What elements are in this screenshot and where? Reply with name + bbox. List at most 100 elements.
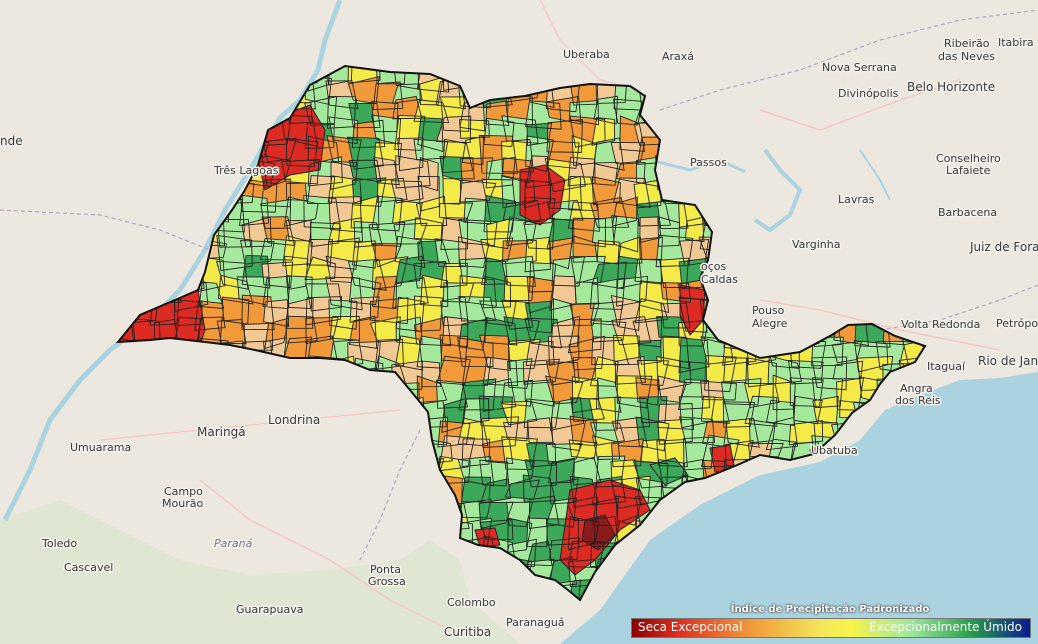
municipality-border xyxy=(325,276,363,311)
municipality[interactable] xyxy=(685,217,704,242)
municipality[interactable] xyxy=(460,157,493,184)
furnas-lake xyxy=(753,148,803,233)
municipality[interactable] xyxy=(572,235,598,263)
municipality-border xyxy=(526,540,553,567)
label-tres-lagoas: Três Lagoas xyxy=(213,164,279,177)
municipality[interactable] xyxy=(526,341,555,366)
municipality-border xyxy=(503,275,535,301)
municipality-border xyxy=(457,417,489,447)
municipality[interactable] xyxy=(442,175,463,205)
municipality-border xyxy=(614,355,646,385)
label-volta-redonda: Volta Redonda xyxy=(901,318,980,331)
municipality-border xyxy=(679,239,710,267)
municipality[interactable] xyxy=(504,276,534,301)
municipality-border xyxy=(615,495,643,526)
municipality-border xyxy=(683,436,714,471)
municipality-border xyxy=(458,236,490,268)
label-belo-horizonte: Belo Horizonte xyxy=(907,80,995,94)
municipality[interactable] xyxy=(592,176,621,205)
municipality[interactable] xyxy=(286,183,307,201)
municipality-border xyxy=(461,356,492,387)
municipality-border xyxy=(678,416,716,444)
state-border-ms xyxy=(0,209,211,251)
municipality[interactable] xyxy=(701,396,730,424)
municipality-border xyxy=(327,175,363,205)
municipality[interactable] xyxy=(723,357,747,383)
municipality[interactable] xyxy=(618,236,642,264)
municipality-border xyxy=(812,377,844,409)
municipality[interactable] xyxy=(639,237,663,260)
municipality-border xyxy=(526,122,553,147)
municipality-border xyxy=(633,179,662,209)
municipality-border xyxy=(639,396,668,424)
municipality-border xyxy=(328,116,359,145)
municipality-border xyxy=(572,357,596,384)
municipality[interactable] xyxy=(413,139,448,160)
municipality[interactable] xyxy=(463,198,491,224)
municipality-border xyxy=(506,216,537,246)
municipality[interactable] xyxy=(657,375,687,403)
municipality-border xyxy=(566,496,598,521)
municipality-border xyxy=(391,83,423,104)
municipality-border xyxy=(413,138,449,161)
municipality-border xyxy=(787,359,824,385)
municipality-border xyxy=(811,336,844,367)
municipality[interactable] xyxy=(679,361,707,384)
municipality-border xyxy=(392,95,423,120)
municipality[interactable] xyxy=(286,220,312,241)
municipality-border xyxy=(459,274,497,307)
label-itaguai: Itaguaí xyxy=(927,360,966,373)
municipality-border xyxy=(285,275,313,310)
municipality-border xyxy=(552,298,574,327)
municipality-border xyxy=(611,316,652,346)
municipality-border xyxy=(416,375,448,406)
municipality[interactable] xyxy=(527,417,554,443)
municipality-border xyxy=(593,137,625,171)
legend: Índice de Precipitação Padronizado Seca … xyxy=(628,604,1032,638)
municipality[interactable] xyxy=(435,238,467,267)
municipality-border xyxy=(417,117,444,153)
municipality-border xyxy=(567,318,602,354)
municipality[interactable] xyxy=(548,458,575,483)
municipality[interactable] xyxy=(613,335,640,365)
municipality-border xyxy=(525,155,550,189)
municipality[interactable] xyxy=(633,317,662,347)
municipality-border xyxy=(241,255,271,289)
municipality[interactable] xyxy=(656,316,686,338)
municipality-border xyxy=(545,361,580,386)
municipality[interactable] xyxy=(527,541,553,566)
municipality-border xyxy=(421,360,441,388)
municipality-border xyxy=(548,457,575,484)
municipality-border xyxy=(417,157,439,192)
municipality-border xyxy=(437,420,471,448)
label-ribeirao-das-neves-1: Ribeirão xyxy=(944,37,990,50)
municipality-border xyxy=(502,421,529,442)
municipality-border xyxy=(613,334,640,366)
municipality-border xyxy=(547,199,584,221)
label-divinopolis: Divinópolis xyxy=(838,87,899,100)
municipality-border xyxy=(439,202,474,223)
municipality[interactable] xyxy=(326,57,353,86)
municipality-border xyxy=(524,100,562,130)
municipality-border xyxy=(394,115,426,151)
municipality[interactable] xyxy=(899,339,937,364)
municipality[interactable] xyxy=(639,216,662,243)
municipality-border xyxy=(526,517,548,548)
legend-right-label: Excepcionalmente Úmido xyxy=(869,620,1022,634)
municipality[interactable] xyxy=(348,76,380,104)
municipality[interactable] xyxy=(523,475,556,503)
municipality-border xyxy=(435,115,472,143)
municipality-border xyxy=(348,159,382,183)
parana-river xyxy=(2,0,343,522)
state-border-pr xyxy=(359,429,421,561)
municipality[interactable] xyxy=(569,439,598,459)
municipality-border xyxy=(591,435,621,460)
municipality-border xyxy=(662,335,690,370)
grande-river xyxy=(649,158,746,174)
municipality-border xyxy=(303,194,342,230)
municipality-border xyxy=(677,379,710,410)
municipality-border xyxy=(524,300,553,334)
municipality[interactable] xyxy=(370,316,401,342)
